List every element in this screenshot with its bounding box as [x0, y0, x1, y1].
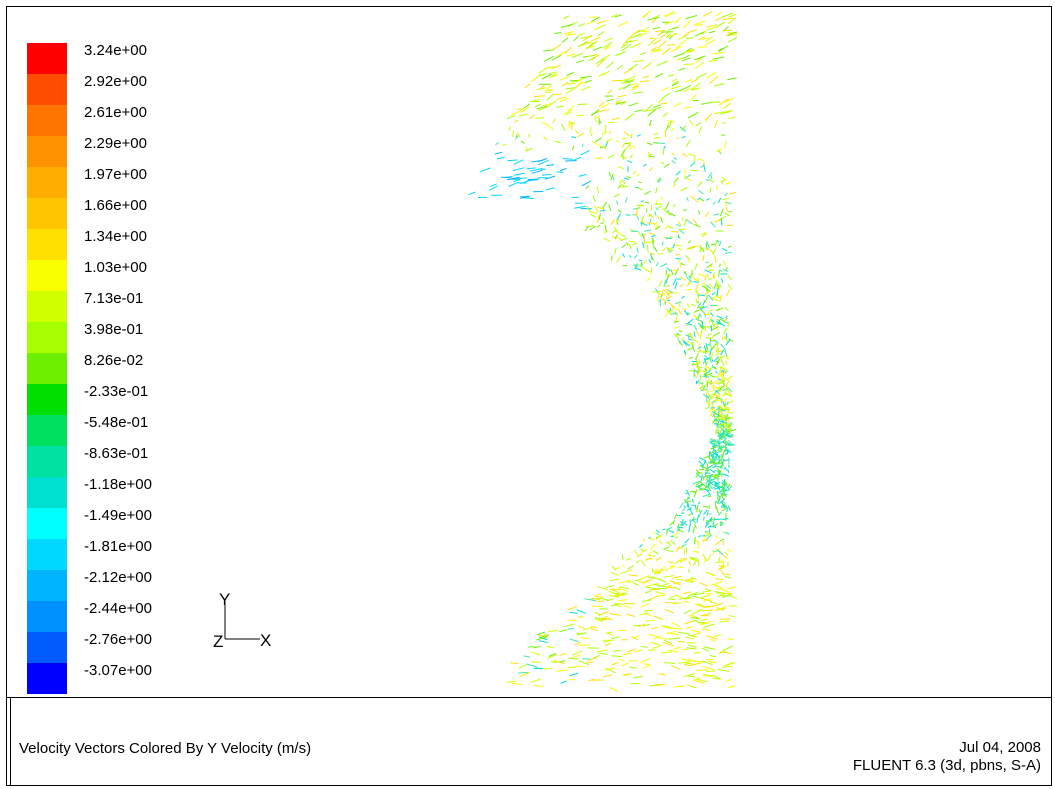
- colorbar-label: -2.44e+00: [84, 600, 152, 617]
- graphics-window: 3.24e+00 2.92e+00 2.61e+00 2.29e+00 1.97e+00…: [6, 6, 1052, 786]
- y-axis-label: Y: [219, 590, 230, 609]
- info-left-rule: [10, 698, 11, 786]
- colorbar-swatch: [27, 353, 67, 384]
- colorbar-label: 7.13e-01: [84, 290, 144, 307]
- colorbar-swatch: [27, 260, 67, 291]
- colorbar-swatch: [27, 663, 67, 694]
- colorbar-swatch: [27, 322, 67, 353]
- plot-area: 3.24e+00 2.92e+00 2.61e+00 2.29e+00 1.97e+00…: [7, 7, 1051, 697]
- plot-date: Jul 04, 2008: [959, 739, 1041, 756]
- colorbar-swatch: [27, 508, 67, 539]
- colorbar-swatch: [27, 384, 67, 415]
- colorbar-label: 1.34e+00: [84, 228, 147, 245]
- colorbar-swatch: [27, 601, 67, 632]
- colorbar-swatch: [27, 167, 67, 198]
- colorbar-label: -1.49e+00: [84, 507, 152, 524]
- colorbar-swatch: [27, 415, 67, 446]
- solver-version: FLUENT 6.3 (3d, pbns, S-A): [852, 757, 1041, 774]
- colorbar-label: 2.29e+00: [84, 135, 147, 152]
- colorbar-label: 2.92e+00: [84, 73, 147, 90]
- colorbar-label: -1.18e+00: [84, 476, 152, 493]
- colorbar-swatch: [27, 43, 67, 74]
- vector-arrows: [468, 11, 737, 692]
- plot-caption: Velocity Vectors Colored By Y Velocity (…: [19, 740, 312, 757]
- colorbar-label: 1.66e+00: [84, 197, 147, 214]
- colorbar-label: 8.26e-02: [84, 352, 144, 369]
- colorbar-swatch: [27, 477, 67, 508]
- colorbar-label: -3.07e+00: [84, 662, 152, 679]
- colorbar-label: 1.03e+00: [84, 259, 147, 276]
- colorbar-swatch: [27, 570, 67, 601]
- colorbar-swatch: [27, 74, 67, 105]
- colorbar-label: -5.48e-01: [84, 414, 149, 431]
- colorbar-swatch: [27, 291, 67, 322]
- colorbar-swatch: [27, 539, 67, 570]
- colorbar-swatch: [27, 229, 67, 260]
- colorbar-label: 1.97e+00: [84, 166, 147, 183]
- colorbar-label: -2.12e+00: [84, 569, 152, 586]
- info-divider: [7, 697, 1051, 698]
- colorbar-label: 2.61e+00: [84, 104, 147, 121]
- colorbar-label: -8.63e-01: [84, 445, 149, 462]
- colorbar-swatch: [27, 105, 67, 136]
- colorbar-swatch: [27, 198, 67, 229]
- z-axis-label: Z: [213, 632, 223, 651]
- x-axis-label: X: [260, 631, 271, 650]
- colorbar-swatch: [27, 632, 67, 663]
- velocity-vector-field: [468, 11, 737, 692]
- colorbar-swatch: [27, 136, 67, 167]
- colorbar-label: 3.98e-01: [84, 321, 144, 338]
- colorbar-label: -2.76e+00: [84, 631, 152, 648]
- colorbar-label: -1.81e+00: [84, 538, 152, 555]
- colorbar-swatch: [27, 446, 67, 477]
- axis-triad: Y Z X: [213, 590, 271, 651]
- colorbar-label: -2.33e-01: [84, 383, 149, 400]
- colorbar-label: 3.24e+00: [84, 42, 147, 59]
